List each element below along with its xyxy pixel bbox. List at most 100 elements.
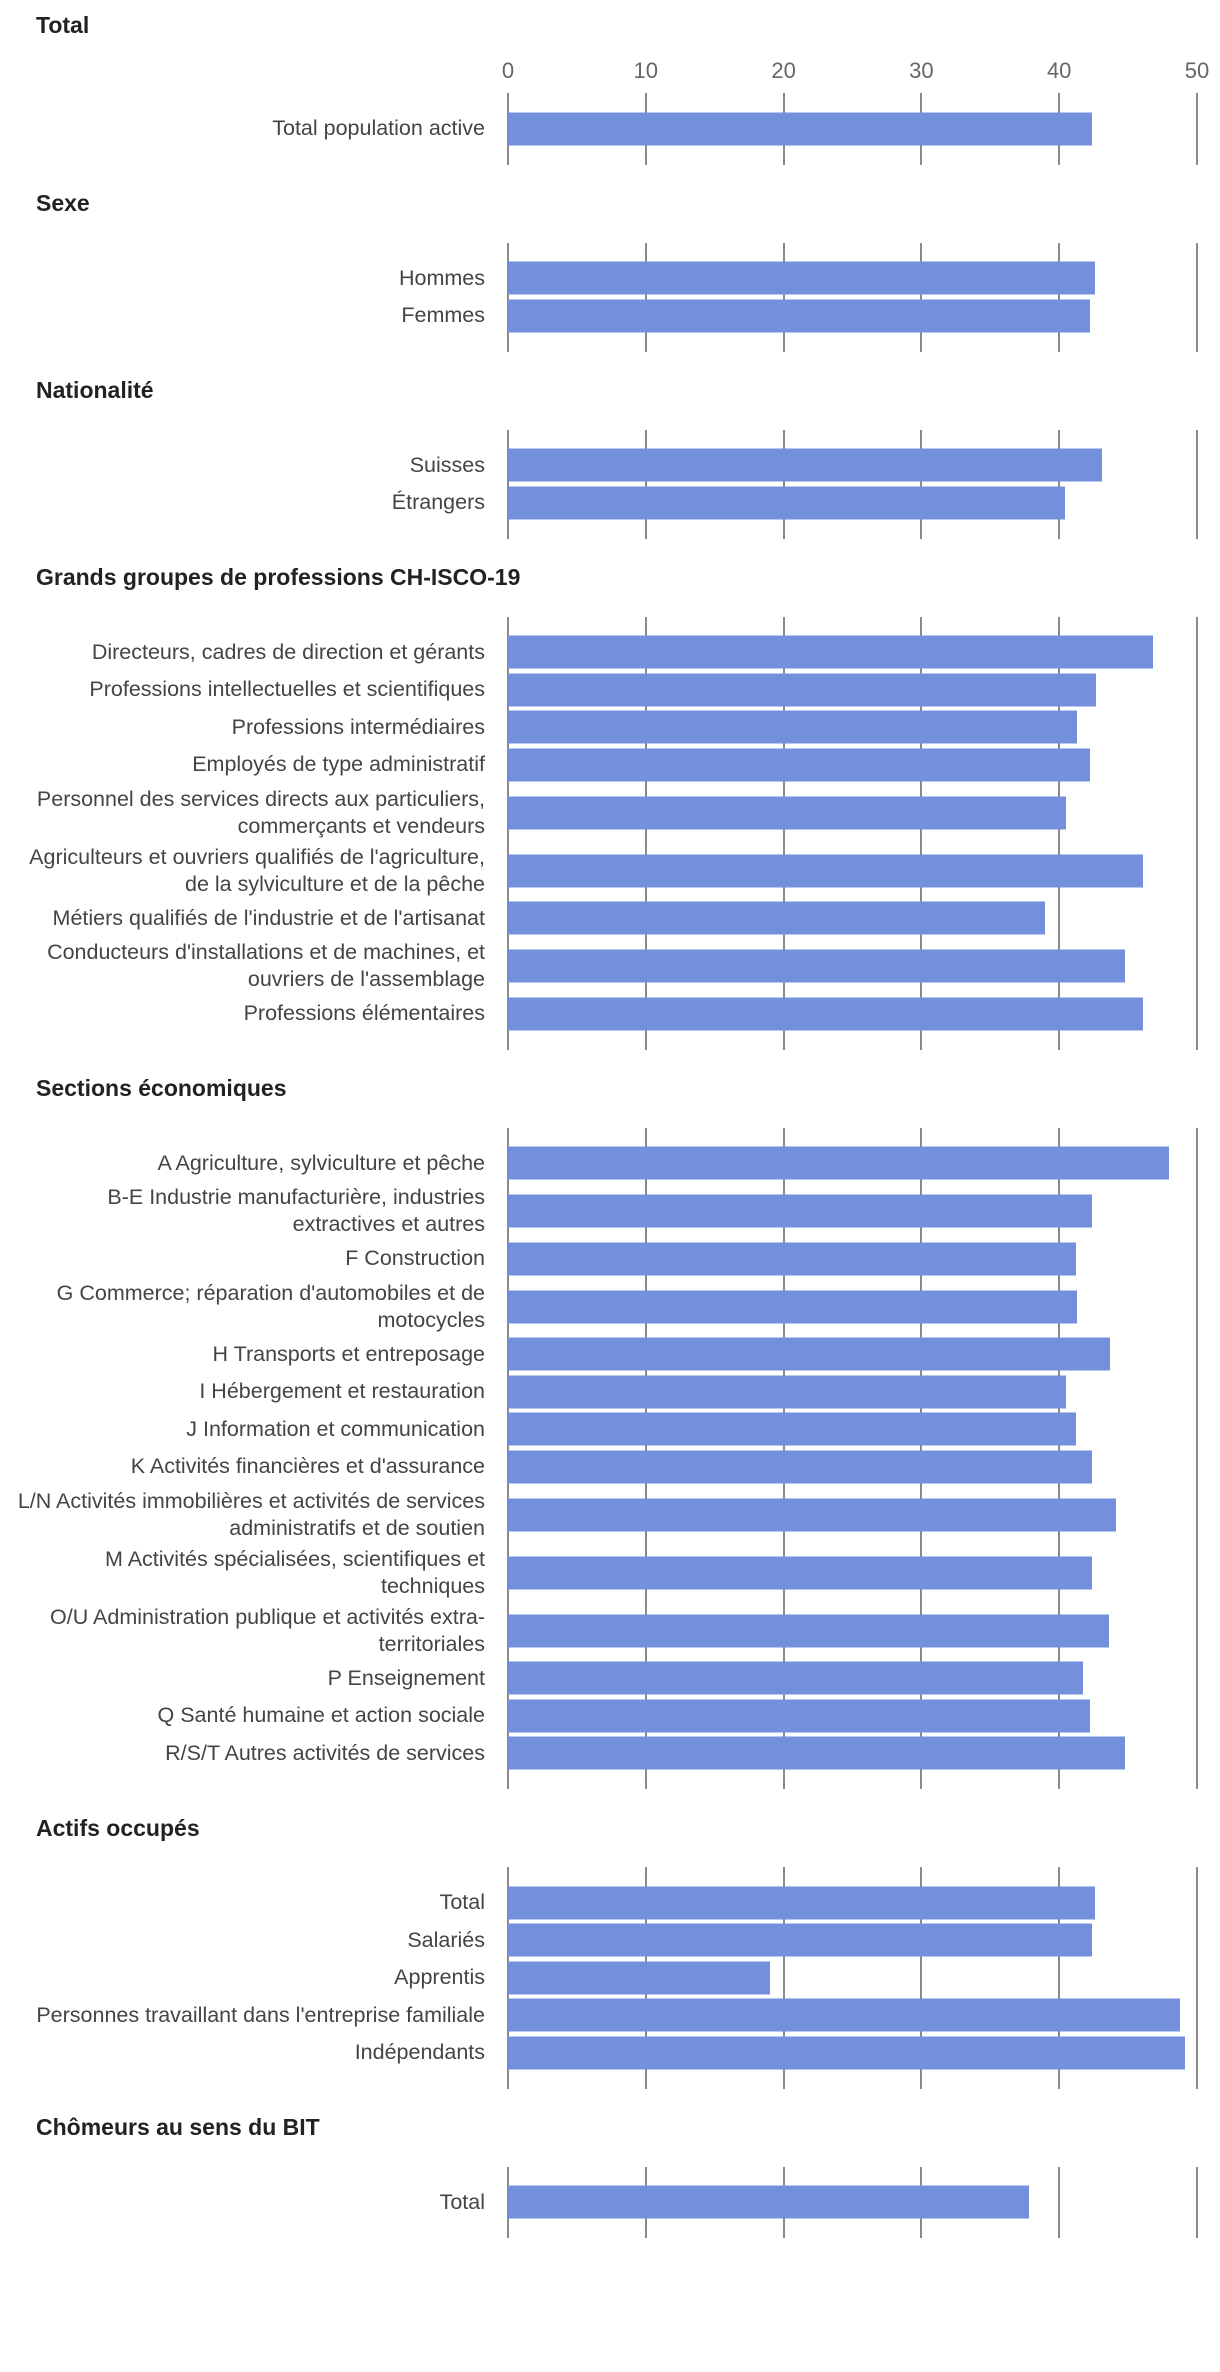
chart-panel: Nationalité Suisses Étrangers bbox=[0, 352, 1220, 539]
x-tick-label: 50 bbox=[1184, 58, 1210, 83]
bar-zone bbox=[508, 671, 1197, 709]
grid-line bbox=[920, 242, 923, 352]
bar-zone bbox=[508, 297, 1197, 335]
category-label: G Commerce; réparation d'automobiles et … bbox=[56, 1280, 485, 1332]
bar-zone bbox=[508, 746, 1197, 784]
bar-zone bbox=[508, 110, 1197, 148]
category-label: Professions intellectuelles et scientifi… bbox=[89, 677, 485, 702]
grid-line bbox=[1058, 429, 1061, 539]
bar bbox=[508, 854, 1144, 887]
grid-line bbox=[1058, 2166, 1061, 2238]
chart: Total 0 10 20 30 40 50 Total population active S… bbox=[0, 11, 1220, 2238]
panel-title: Grands groupes de professions CH-ISCO-19 bbox=[36, 564, 521, 590]
bar bbox=[508, 673, 1097, 707]
bar-zone bbox=[508, 1411, 1197, 1449]
category-label: Agriculteurs et ouvriers qualifiés de l'… bbox=[29, 844, 485, 896]
grid-line bbox=[1058, 616, 1061, 1050]
bar-zone bbox=[508, 1373, 1197, 1411]
bar-row: Professions intellectuelles et scientifi… bbox=[0, 671, 1220, 709]
category-label: H Transports et entreposage bbox=[212, 1341, 486, 1366]
chart-panel: Sexe Hommes Femmes bbox=[0, 165, 1220, 352]
bar bbox=[508, 997, 1144, 1031]
bar-row: O/U Administration publique et activités… bbox=[0, 1602, 1220, 1660]
bar-zone bbox=[508, 1336, 1197, 1374]
bar bbox=[508, 1699, 1090, 1733]
category-label: Métiers qualifiés de l'industrie et de l… bbox=[52, 905, 485, 930]
bar-zone bbox=[508, 1735, 1197, 1773]
grid-line bbox=[644, 242, 647, 352]
bar bbox=[508, 1661, 1083, 1695]
plot-area: Suisses Étrangers bbox=[0, 429, 1220, 539]
bar-row: Suisses bbox=[0, 447, 1220, 485]
chart-panel: Grands groupes de professions CH-ISCO-19… bbox=[0, 539, 1220, 1050]
category-label: K Activités financières et d'assurance bbox=[130, 1454, 485, 1479]
bar-row: Total bbox=[0, 1884, 1220, 1922]
bar-zone bbox=[508, 1922, 1197, 1960]
bar-zone bbox=[508, 1182, 1197, 1240]
category-label: Total bbox=[439, 1890, 485, 1915]
bar-row: Directeurs, cadres de direction et géran… bbox=[0, 634, 1220, 672]
category-label: Salariés bbox=[407, 1927, 485, 1952]
grid-line bbox=[644, 429, 647, 539]
chart-panel: Chômeurs au sens du BIT Total bbox=[0, 2089, 1220, 2238]
bar-row: I Hébergement et restauration bbox=[0, 1373, 1220, 1411]
bar-zone bbox=[508, 2034, 1197, 2072]
grid-line bbox=[1196, 1127, 1198, 1789]
bar bbox=[508, 1194, 1093, 1228]
grid-line bbox=[782, 616, 785, 1050]
bar bbox=[508, 1736, 1126, 1770]
grid-line bbox=[1196, 1867, 1198, 2089]
bar-row: Professions élémentaires bbox=[0, 995, 1220, 1033]
grid-line bbox=[1196, 242, 1198, 352]
bar bbox=[508, 112, 1093, 146]
category-label: Hommes bbox=[398, 265, 485, 290]
grid-line bbox=[782, 1867, 785, 2089]
category-label: L/N Activités immobilières et activités … bbox=[17, 1488, 485, 1540]
category-label: Directeurs, cadres de direction et géran… bbox=[91, 639, 485, 664]
category-label: Conducteurs d'installations et de machin… bbox=[47, 940, 485, 991]
plot-area: Hommes Femmes bbox=[0, 242, 1220, 352]
bar-zone bbox=[508, 2184, 1197, 2222]
chart-panel: Sections économiques A Agriculture, sylvi… bbox=[0, 1050, 1220, 1789]
category-label: Total population active bbox=[272, 116, 485, 141]
bar-row: R/S/T Autres activités de services bbox=[0, 1735, 1220, 1773]
grid-line bbox=[1196, 2166, 1198, 2238]
bar bbox=[508, 1290, 1078, 1323]
category-label: Personnes travaillant dans l'entreprise … bbox=[36, 2002, 485, 2027]
grid-line bbox=[1058, 242, 1061, 352]
x-tick-label: 10 bbox=[633, 58, 659, 83]
bar-zone bbox=[508, 937, 1197, 995]
grid-line bbox=[507, 616, 509, 1050]
bar bbox=[508, 748, 1090, 782]
category-label: A Agriculture, sylviculture et pêche bbox=[157, 1150, 485, 1175]
bar-row: B-E Industrie manufacturière, industries… bbox=[0, 1182, 1220, 1240]
category-label: F Construction bbox=[345, 1246, 485, 1271]
bar bbox=[508, 2185, 1029, 2219]
bar-zone bbox=[508, 1959, 1197, 1997]
grid-line bbox=[920, 616, 923, 1050]
bar-row: K Activités financières et d'assurance bbox=[0, 1448, 1220, 1486]
panel-title: Total bbox=[36, 11, 90, 38]
category-label: Indépendants bbox=[354, 2040, 485, 2065]
bar bbox=[508, 1923, 1093, 1957]
bar-row: J Information et communication bbox=[0, 1411, 1220, 1449]
bar-zone bbox=[508, 1486, 1197, 1544]
bar-row: Apprentis bbox=[0, 1959, 1220, 1997]
plot-area: Total bbox=[0, 2166, 1220, 2238]
bar-row: Personnes travaillant dans l'entreprise … bbox=[0, 1997, 1220, 2035]
category-label: P Enseignement bbox=[327, 1665, 485, 1690]
bar bbox=[508, 1375, 1067, 1409]
category-label: J Information et communication bbox=[186, 1416, 485, 1441]
bar bbox=[508, 1998, 1181, 2032]
bar-row: Total bbox=[0, 2184, 1220, 2222]
grid-line bbox=[644, 616, 647, 1050]
grid-line bbox=[782, 242, 785, 352]
grid-line bbox=[1058, 1867, 1061, 2089]
grid-line bbox=[920, 1867, 923, 2089]
bar bbox=[508, 1614, 1109, 1647]
plot-area: Total Salariés Apprentis Personnes travaill… bbox=[0, 1867, 1220, 2089]
bar-row: Professions intermédiaires bbox=[0, 709, 1220, 747]
bar bbox=[508, 949, 1126, 983]
panel-title: Sections économiques bbox=[36, 1075, 287, 1101]
plot-area: Directeurs, cadres de direction et géran… bbox=[0, 616, 1220, 1050]
